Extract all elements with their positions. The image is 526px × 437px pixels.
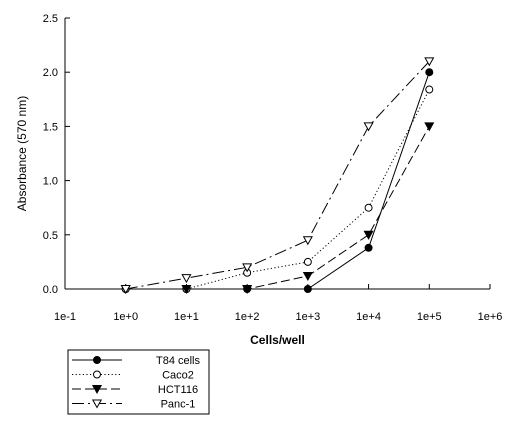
x-tick-label: 1e-1 (54, 311, 76, 323)
legend-label: HCT116 (158, 384, 198, 396)
x-tick-label: 1e+4 (356, 311, 381, 323)
series-hct116 (120, 122, 435, 295)
data-point (363, 122, 374, 132)
series-layer (120, 57, 435, 295)
y-axis: 0.0 0.5 1.0 1.5 2.0 2.5 (43, 13, 70, 296)
y-tick-label: 2.5 (43, 13, 58, 25)
x-tick-label: 1e+5 (417, 311, 442, 323)
legend-label: Panc-1 (161, 399, 196, 411)
y-tick-label: 0.0 (43, 284, 58, 296)
data-point (120, 285, 131, 295)
legend: T84 cells Caco2 HCT116 Panc-1 (67, 349, 210, 415)
y-tick-label: 1.5 (43, 121, 58, 133)
x-tick-label: 1e+2 (235, 311, 260, 323)
data-point (302, 236, 313, 246)
x-tick-label: 1e+1 (174, 311, 199, 323)
y-tick-label: 2.0 (43, 67, 58, 79)
legend-item: Panc-1 (72, 399, 195, 411)
series-t84-cells (121, 68, 434, 293)
legend-marker (93, 370, 101, 379)
data-point (424, 57, 435, 67)
legend-box (67, 349, 210, 415)
data-point (364, 243, 373, 252)
legend-marker (93, 356, 101, 364)
series-line (125, 126, 430, 290)
y-axis-title: Absorbance (570 nm) (15, 96, 29, 211)
legend-label: T84 cells (156, 355, 201, 367)
y-tick-label: 1.0 (43, 176, 58, 188)
series-line (125, 61, 430, 290)
data-point (242, 263, 253, 273)
legend-item: HCT116 (72, 384, 198, 396)
x-tick-label: 1e+6 (478, 311, 503, 323)
legend-item: T84 cells (72, 355, 201, 367)
x-tick-label: 1e+0 (113, 311, 138, 323)
data-point (181, 274, 192, 284)
legend-label: Caco2 (162, 370, 194, 382)
data-point (425, 85, 434, 94)
data-point (242, 285, 253, 295)
x-axis: 1e-1 1e+0 1e+1 1e+2 1e+3 1e+4 1e+5 1e+6 (54, 284, 502, 323)
y-tick-label: 0.5 (43, 230, 58, 242)
data-point (302, 271, 313, 282)
data-point (363, 230, 374, 240)
legend-marker (91, 385, 103, 395)
series-line (125, 89, 430, 290)
x-tick-label: 1e+3 (295, 311, 320, 323)
data-point (181, 285, 192, 295)
series-line (125, 72, 430, 290)
data-point (425, 68, 434, 77)
series-caco2 (121, 85, 434, 293)
legend-marker (91, 399, 103, 409)
series-panc-1 (120, 57, 435, 295)
data-point (303, 285, 312, 293)
legend-item: Caco2 (72, 370, 194, 382)
data-point (303, 257, 312, 266)
x-axis-title: Cells/well (250, 333, 305, 347)
data-point (424, 122, 435, 132)
data-point (364, 203, 373, 212)
